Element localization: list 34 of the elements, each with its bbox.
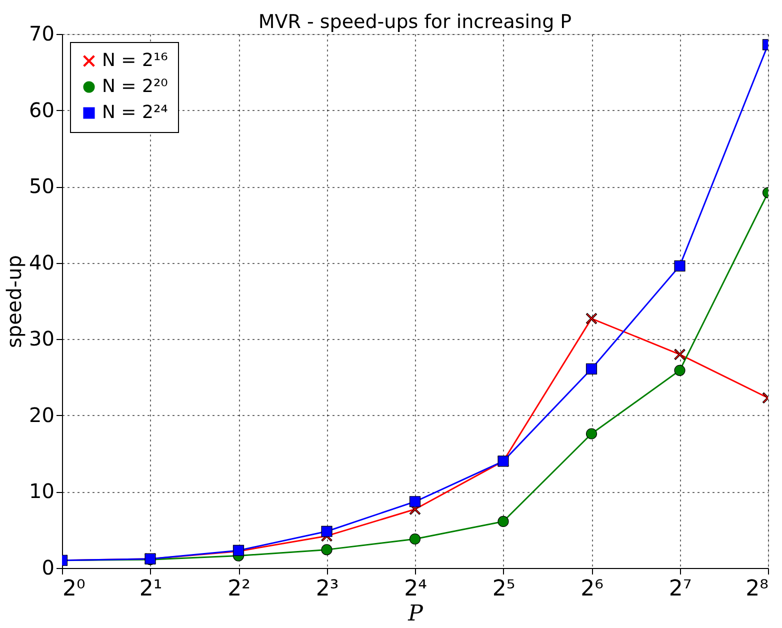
y-tick-label: 10 bbox=[29, 479, 54, 504]
y-tick-label: 60 bbox=[29, 98, 54, 122]
point bbox=[321, 526, 332, 537]
y-tick-label: 0 bbox=[42, 556, 54, 580]
point bbox=[498, 516, 509, 527]
y-tick-label: 50 bbox=[29, 174, 54, 198]
legend-label: N = 2²⁴ bbox=[102, 102, 168, 123]
legend-label: N = 2²⁰ bbox=[102, 76, 168, 97]
x-tick-label: 2³ bbox=[316, 576, 339, 602]
x-tick-label: 2¹ bbox=[139, 576, 162, 602]
point bbox=[321, 544, 332, 556]
y-axis-title: speed-up bbox=[2, 254, 26, 348]
chart-title: MVR - speed-ups for increasing P bbox=[258, 11, 572, 33]
y-tick-label: 70 bbox=[29, 22, 54, 46]
y-tick-label: 30 bbox=[29, 326, 54, 351]
y-tick-label: 40 bbox=[29, 250, 54, 274]
point bbox=[674, 364, 686, 376]
point bbox=[586, 428, 598, 440]
x-tick-label: 2⁰ bbox=[62, 576, 86, 602]
legend-label: N = 2¹⁶ bbox=[102, 50, 168, 71]
y-tick-label: 20 bbox=[29, 402, 54, 427]
point bbox=[674, 348, 686, 360]
point bbox=[409, 533, 421, 545]
point bbox=[586, 363, 598, 374]
point bbox=[409, 496, 421, 508]
point bbox=[674, 260, 686, 272]
x-axis-title: P bbox=[407, 602, 424, 626]
x-tick-label: 2² bbox=[228, 576, 250, 602]
x-tick-label: 2⁷ bbox=[668, 576, 692, 602]
point bbox=[586, 313, 598, 324]
x-tick-label: 2⁶ bbox=[580, 576, 604, 602]
x-tick-label: 2⁴ bbox=[404, 576, 428, 602]
x-tick-label: 2⁸ bbox=[746, 576, 769, 602]
x-tick-label: 2⁵ bbox=[492, 576, 516, 602]
